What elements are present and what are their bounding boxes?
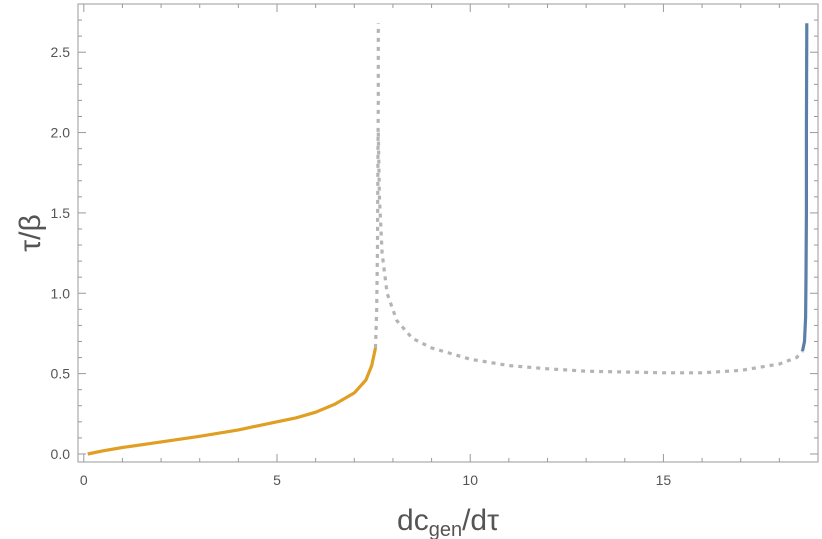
- axis-ticks: [78, 4, 818, 462]
- plot-frame: [77, 3, 819, 463]
- y-tick-label: 1.5: [51, 205, 71, 221]
- x-tick-label: 10: [462, 472, 478, 488]
- y-tick-label: 2.5: [51, 44, 71, 60]
- y-tick-label: 1.0: [51, 285, 71, 301]
- x-tick-label: 0: [80, 472, 88, 488]
- x-axis-title: dcgen/dτ: [397, 504, 499, 539]
- y-tick-label: 2.0: [51, 125, 71, 141]
- y-tick-label: 0.0: [51, 446, 71, 462]
- plot-border: [77, 3, 819, 463]
- series-line-3: [800, 23, 809, 352]
- series-lines: [87, 23, 809, 456]
- y-axis-title: τ/β: [14, 214, 47, 251]
- series-line-1: [373, 23, 380, 348]
- y-tick-label: 0.5: [51, 366, 71, 382]
- x-tick-label: 5: [273, 472, 281, 488]
- tick-labels: 0 5 10 15 0.0 0.5 1.0 1.5 2.0 2.5: [51, 44, 672, 488]
- series-line-0: [87, 347, 378, 456]
- x-tick-label: 15: [656, 472, 672, 488]
- series-line-2: [376, 132, 804, 375]
